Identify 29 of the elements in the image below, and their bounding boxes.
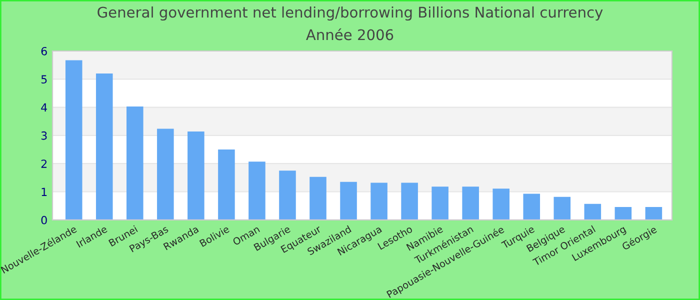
bar: [523, 194, 540, 220]
y-tick-label: 1: [42, 188, 47, 196]
y-tick-label: 3: [41, 131, 47, 140]
bar: [248, 162, 266, 220]
bar: [188, 132, 204, 220]
bar: [340, 182, 357, 220]
bar: [614, 206, 632, 220]
y-tick-label: 6: [41, 46, 47, 56]
bar: [279, 170, 296, 220]
bar: [218, 150, 235, 220]
bar: [432, 186, 448, 220]
bar: [157, 128, 174, 220]
bar: [126, 106, 144, 220]
bar: [96, 74, 113, 220]
bar: [310, 176, 326, 220]
chart-subtitle: Année 2006: [306, 28, 394, 40]
y-tick-label: 4: [41, 103, 48, 112]
y-tick-label: 5: [41, 75, 47, 84]
bar: [462, 186, 479, 220]
bar: [401, 182, 418, 220]
y-tick-label: 0: [41, 216, 47, 224]
bar: [492, 188, 510, 220]
bar: [584, 204, 602, 220]
bar: [370, 182, 388, 220]
bar: [554, 196, 571, 220]
bar: [65, 60, 82, 220]
bar: [645, 206, 662, 220]
y-tick-label: 2: [41, 160, 47, 168]
chart-title: General government net lending/borrowing Billions National currency: [98, 6, 603, 21]
